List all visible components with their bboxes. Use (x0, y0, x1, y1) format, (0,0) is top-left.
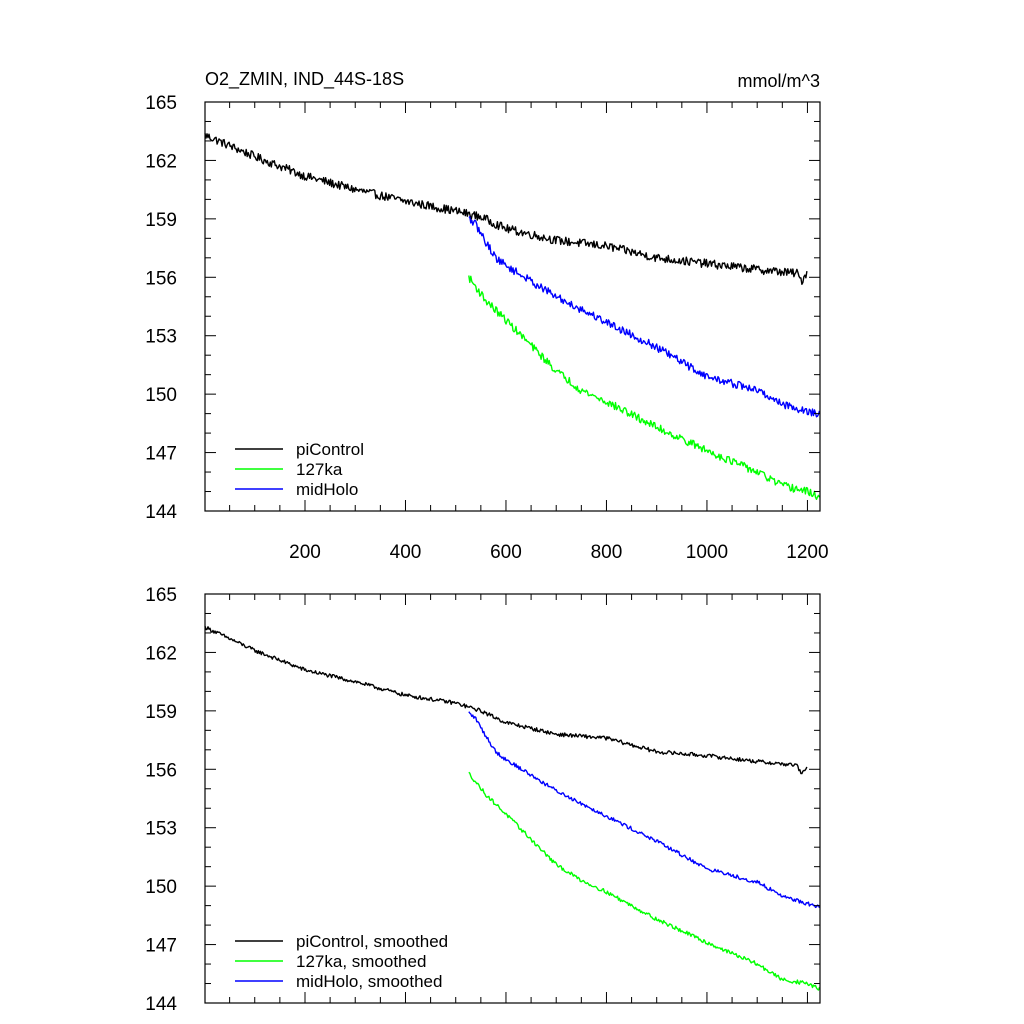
legend-label: 127ka, smoothed (296, 952, 426, 971)
y-tick-label: 159 (145, 702, 177, 723)
legend-label: midHolo (296, 480, 358, 499)
bottom-panel: 144 147 150 153 156 159 162 165 piControl, smoot… (145, 585, 821, 1015)
y-tick-label: 156 (145, 268, 177, 289)
x-tick-label: 1200 (786, 542, 828, 563)
series-line-127ka-smoothed (468, 771, 821, 991)
x-tick-label: 200 (289, 542, 321, 563)
plot-frame (204, 101, 821, 512)
y-tick-label: 144 (145, 502, 177, 523)
y-tick-label: 147 (145, 444, 177, 465)
y-tick-label: 150 (145, 877, 177, 898)
series-line-127ka (468, 275, 821, 500)
legend-label: piControl (296, 440, 364, 459)
legend-label: midHolo, smoothed (296, 972, 442, 991)
y-tick-label: 153 (145, 327, 177, 348)
top-panel-title: O2_ZMIN, IND_44S-18S (205, 69, 404, 90)
y-tick-label: 162 (145, 151, 177, 172)
top-panel: O2_ZMIN, IND_44S-18S mmol/m^3 144 147 150 1… (145, 69, 828, 563)
y-tick-label: 162 (145, 643, 177, 664)
x-tick-label: 400 (390, 542, 422, 563)
y-tick-label: 144 (145, 994, 177, 1015)
y-tick-label: 159 (145, 210, 177, 231)
series-line-picontrol-smoothed (204, 625, 808, 775)
legend-label: 127ka (296, 460, 343, 479)
x-tick-label: 1000 (686, 542, 728, 563)
y-tick-label: 153 (145, 819, 177, 840)
series-line-picontrol (204, 133, 808, 285)
series-line-midholo-smoothed (468, 711, 821, 909)
top-panel-units: mmol/m^3 (738, 71, 820, 91)
y-tick-label: 165 (145, 585, 177, 606)
plot-frame (204, 593, 821, 1004)
y-tick-label: 150 (145, 385, 177, 406)
x-tick-label: 600 (490, 542, 522, 563)
legend-label: piControl, smoothed (296, 932, 448, 951)
x-tick-label: 800 (591, 542, 623, 563)
y-tick-label: 156 (145, 760, 177, 781)
y-tick-label: 147 (145, 936, 177, 957)
y-tick-label: 165 (145, 93, 177, 114)
series-line-midholo (468, 216, 821, 418)
